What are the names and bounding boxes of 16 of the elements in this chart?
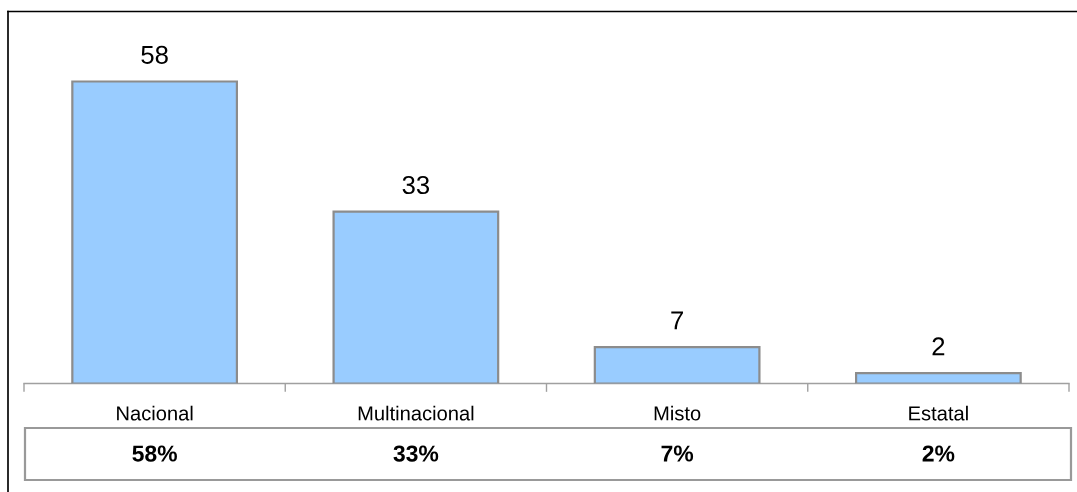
x-tick-label: Misto xyxy=(654,405,701,421)
bar xyxy=(593,345,761,384)
text: 2% xyxy=(922,445,955,462)
data-label: 58 xyxy=(141,45,168,64)
text: 33% xyxy=(393,445,439,462)
text: 58% xyxy=(132,445,177,462)
bar xyxy=(332,210,500,384)
bar xyxy=(71,80,239,384)
data-label: 7 xyxy=(671,311,683,330)
data-label: 33 xyxy=(402,175,430,195)
x-tick-label: Estatal xyxy=(909,405,968,421)
bar xyxy=(854,371,1022,384)
text: 7% xyxy=(661,445,694,462)
x-tick-label: Multinacional xyxy=(358,405,474,421)
data-label: 2 xyxy=(932,337,945,356)
x-tick-label: Nacional xyxy=(117,405,193,421)
